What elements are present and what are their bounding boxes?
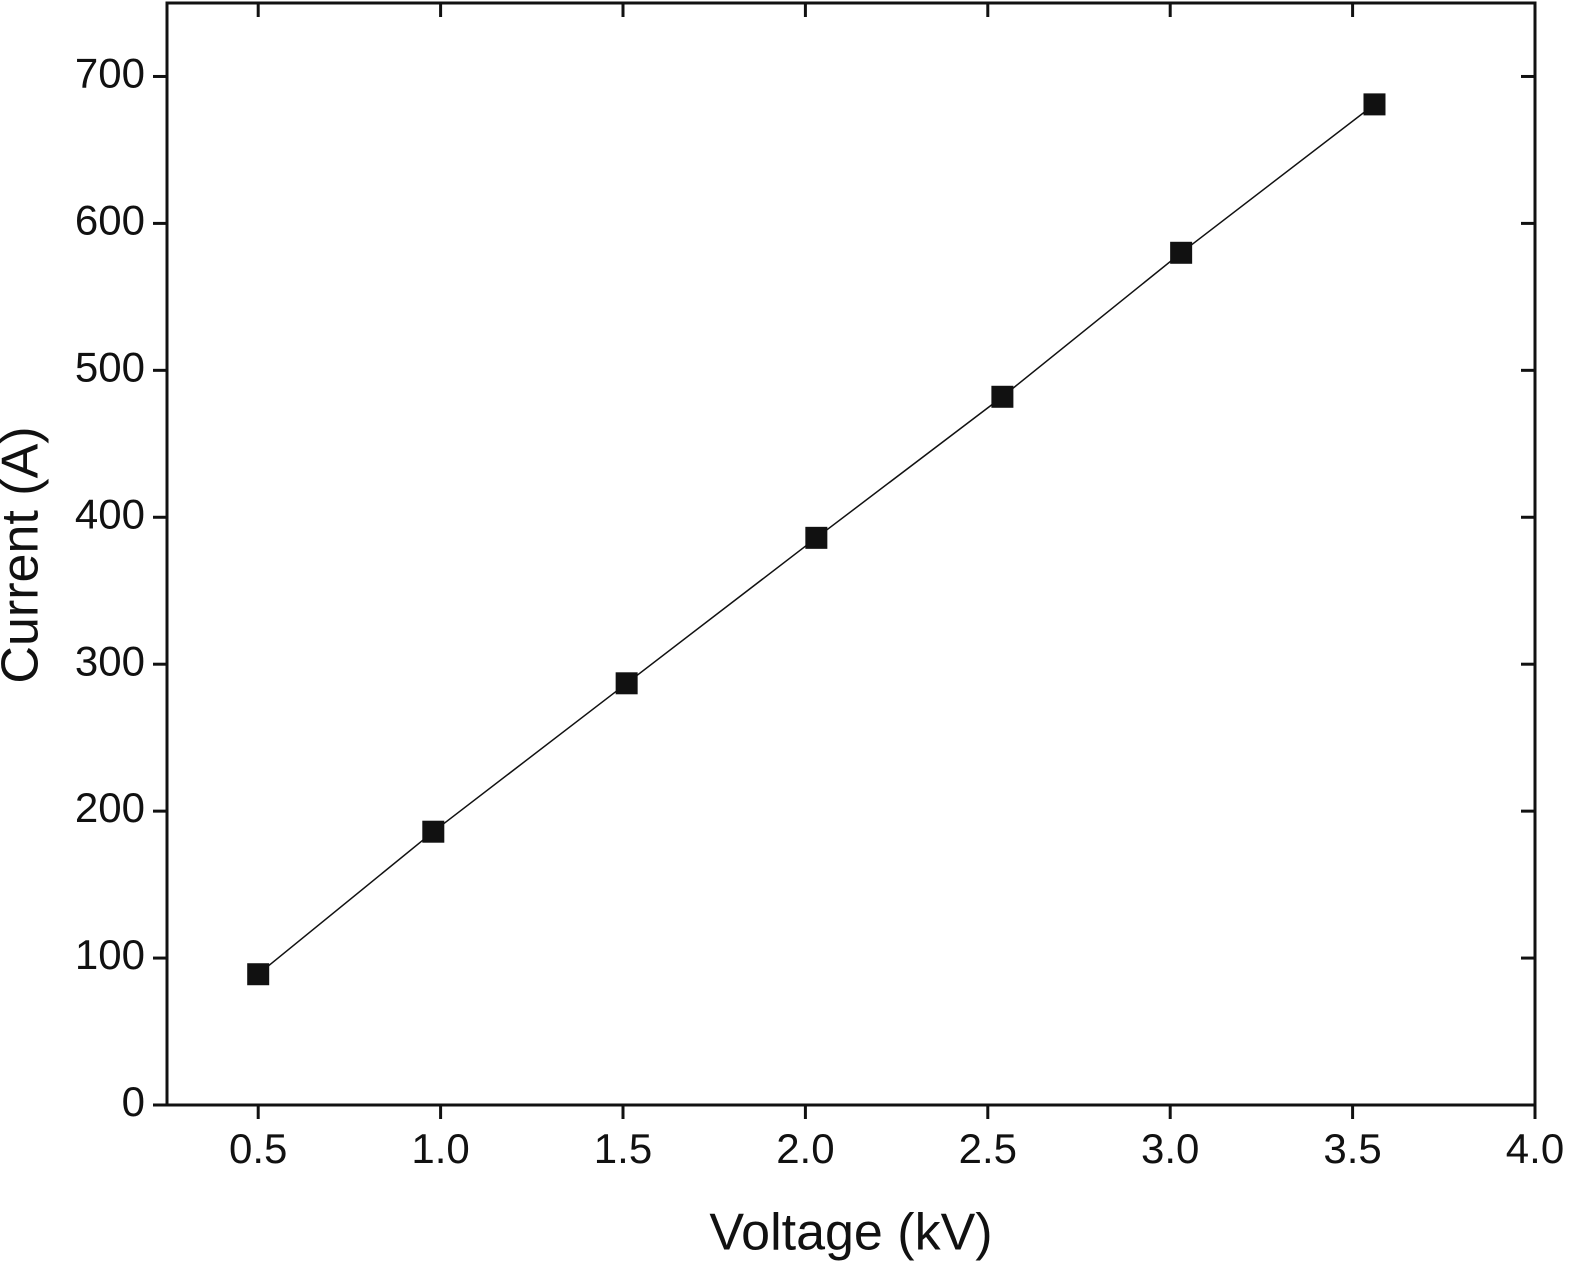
y-tick-label: 400 [75, 490, 145, 537]
y-tick-label: 100 [75, 931, 145, 978]
y-axis-title: Current (A) [0, 426, 50, 683]
x-tick-label: 2.5 [959, 1125, 1017, 1172]
plot-frame [165, 1, 1537, 1107]
x-tick-label: 2.0 [776, 1125, 834, 1172]
x-tick-label: 1.0 [411, 1125, 469, 1172]
y-tick-label: 700 [75, 50, 145, 97]
x-tick-label: 1.5 [594, 1125, 652, 1172]
data-marker [1170, 241, 1193, 264]
y-tick-label: 300 [75, 637, 145, 684]
data-marker [247, 963, 270, 986]
data-marker [805, 526, 828, 549]
data-marker [991, 385, 1014, 408]
data-marker [1363, 93, 1386, 116]
x-tick-label: 4.0 [1506, 1125, 1564, 1172]
y-tick-label: 600 [75, 196, 145, 243]
y-tick-label: 0 [122, 1078, 145, 1125]
x-axis-title: Voltage (kV) [709, 1204, 992, 1262]
x-tick-label: 3.5 [1323, 1125, 1381, 1172]
y-tick-label: 200 [75, 784, 145, 831]
x-tick-label: 3.0 [1141, 1125, 1199, 1172]
x-tick-label: 0.5 [229, 1125, 287, 1172]
y-tick-label: 500 [75, 343, 145, 390]
data-marker [615, 672, 638, 695]
data-marker [422, 820, 445, 843]
